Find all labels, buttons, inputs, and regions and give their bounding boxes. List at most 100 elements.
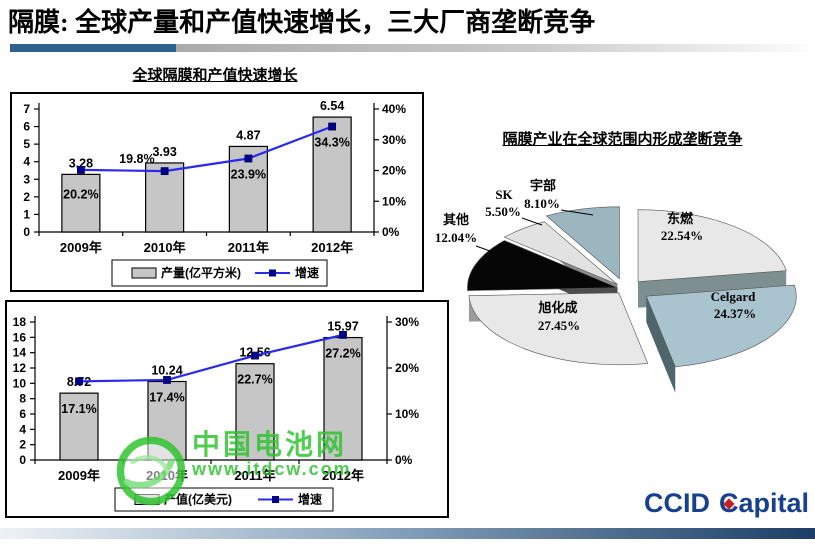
growth-marker <box>339 330 347 339</box>
legend-bar-swatch <box>131 267 157 279</box>
legend-line-label: 增速 <box>295 265 319 280</box>
growth-marker <box>251 351 259 360</box>
growth-marker <box>75 377 83 386</box>
pie-slice-top <box>637 209 787 283</box>
bar-value-label: 10.24 <box>151 363 182 377</box>
x-category-label: 2012年 <box>322 468 364 483</box>
legend-bar-label: 产量(亿平方米) <box>161 265 241 280</box>
x-category-label: 2012年 <box>311 240 353 255</box>
pie-chart-svg: 东燃 22.54% Celgard 24.37% 旭化成 27.45% 其他 12.04% SK… <box>435 178 797 393</box>
left-tick-label: 2 <box>23 190 30 204</box>
bar-value-label: 6.54 <box>320 99 344 113</box>
divider-gray-bar <box>176 44 806 52</box>
left-tick-label: 7 <box>23 102 30 116</box>
left-tick-label: 12 <box>13 361 27 375</box>
pie-pct-东燃: 22.54% <box>661 228 703 243</box>
slide-title: 隔膜: 全球产量和产值快速增长，三大厂商垄断竞争 <box>8 8 596 37</box>
left-tick-label: 6 <box>23 120 30 134</box>
legend-bar-label: 产值(亿美元) <box>164 492 232 507</box>
bar-2012年 <box>312 116 352 233</box>
left-tick-label: 18 <box>13 315 27 329</box>
bar-value-label: 3.93 <box>152 145 176 159</box>
watermark: 中国电池网 www.itdcw.com <box>114 430 352 508</box>
growth-marker <box>244 154 253 163</box>
production-chart: 0 1 2 3 4 5 6 7 0% 10% 20% 30% 40% 2009年 3.28 2010年 3.93… <box>10 92 424 292</box>
bar-value-label: 15.97 <box>327 320 358 334</box>
bar-2009年 <box>61 173 101 233</box>
left-tick-label: 1 <box>23 207 30 221</box>
bar-value-label: 4.87 <box>236 128 260 142</box>
pie-label-SK: SK <box>495 187 513 202</box>
pie-slice-Celgard <box>645 284 797 393</box>
x-category-label: 2011年 <box>228 240 269 255</box>
growth-label: 34.3% <box>314 136 349 150</box>
bar-2011年 <box>235 363 275 461</box>
pie-slice-宇部 <box>545 206 620 305</box>
watermark-url: www.itdcw.com <box>192 459 352 480</box>
watermark-globe-icon <box>116 436 186 506</box>
production-chart-title: 全球隔膜和产值快速增长 <box>132 68 298 84</box>
left-tick-label: 10 <box>13 376 27 390</box>
watermark-text: 中国电池网 www.itdcw.com <box>192 430 352 480</box>
left-tick-label: 2 <box>19 438 26 452</box>
pie-slice-top <box>645 284 797 368</box>
legend-line-label: 增速 <box>298 492 322 507</box>
footer-bar <box>0 528 815 539</box>
x-category-label: 2009年 <box>58 468 100 483</box>
pie-label-旭化成: 旭化成 <box>537 300 577 315</box>
pie-chart-title: 隔膜产业在全球范围内形成垄断竞争 <box>502 132 743 148</box>
logo-ccid-text: CCID <box>643 488 710 518</box>
left-tick-label: 0 <box>23 225 30 239</box>
pie-pct-其他: 12.04% <box>435 230 477 245</box>
growth-label: 17.1% <box>61 402 96 416</box>
growth-line <box>78 333 344 383</box>
growth-line <box>80 125 333 173</box>
right-tick-label: 10% <box>395 407 419 421</box>
growth-label: 22.7% <box>237 373 272 387</box>
pie-label-宇部: 宇部 <box>530 178 556 193</box>
watermark-name: 中国电池网 <box>192 429 348 460</box>
left-tick-label: 14 <box>13 346 27 360</box>
pie-pct-Celgard: 24.37% <box>714 306 756 321</box>
pie-label-其他: 其他 <box>443 212 469 227</box>
pie-slice-SK <box>503 221 618 311</box>
left-tick-label: 16 <box>13 330 27 344</box>
bar-value-label: 3.28 <box>69 156 93 170</box>
pie-label-东燃: 东燃 <box>667 211 694 226</box>
right-tick-label: 0% <box>395 453 413 467</box>
ccid-logo: CCIDCapital <box>644 488 809 519</box>
pie-slice-东燃 <box>637 209 787 308</box>
pie-pct-宇部: 8.10% <box>524 196 560 211</box>
pie-slice-top <box>468 292 649 366</box>
left-tick-label: 8 <box>19 392 26 406</box>
growth-label: 19.8% <box>119 152 154 166</box>
pie-label-Celgard: Celgard <box>711 289 757 304</box>
right-tick-label: 30% <box>395 315 419 329</box>
production-chart-svg: 0 1 2 3 4 5 6 7 0% 10% 20% 30% 40% 2009年 3.28 2010年 3.93… <box>23 99 406 287</box>
pie-leader-line <box>475 245 491 252</box>
bar-2012年 <box>323 336 363 461</box>
right-tick-label: 20% <box>382 164 406 178</box>
pie-pct-旭化成: 27.45% <box>538 318 580 333</box>
logo-apital-text: apital <box>738 488 809 518</box>
x-category-label: 2010年 <box>144 240 186 255</box>
pie-leader-line <box>560 209 594 216</box>
growth-label: 27.2% <box>325 347 360 361</box>
right-tick-label: 40% <box>382 102 406 116</box>
value-chart: 0246810121416180%10%20%30%2009年8.722010年… <box>5 300 449 518</box>
right-tick-label: 0% <box>382 225 400 239</box>
pie-slice-top <box>467 240 618 291</box>
x-category-label: 2011年 <box>234 468 275 483</box>
left-tick-label: 4 <box>19 422 26 436</box>
x-category-label: 2009年 <box>60 240 102 255</box>
growth-marker <box>163 376 171 384</box>
divider-accent-bar <box>10 44 176 52</box>
growth-label: 17.4% <box>149 390 184 404</box>
growth-marker <box>160 167 169 176</box>
pie-slice-top <box>503 221 618 285</box>
pie-leader-line <box>521 217 543 226</box>
left-tick-label: 5 <box>23 137 30 151</box>
left-tick-label: 0 <box>19 453 26 467</box>
